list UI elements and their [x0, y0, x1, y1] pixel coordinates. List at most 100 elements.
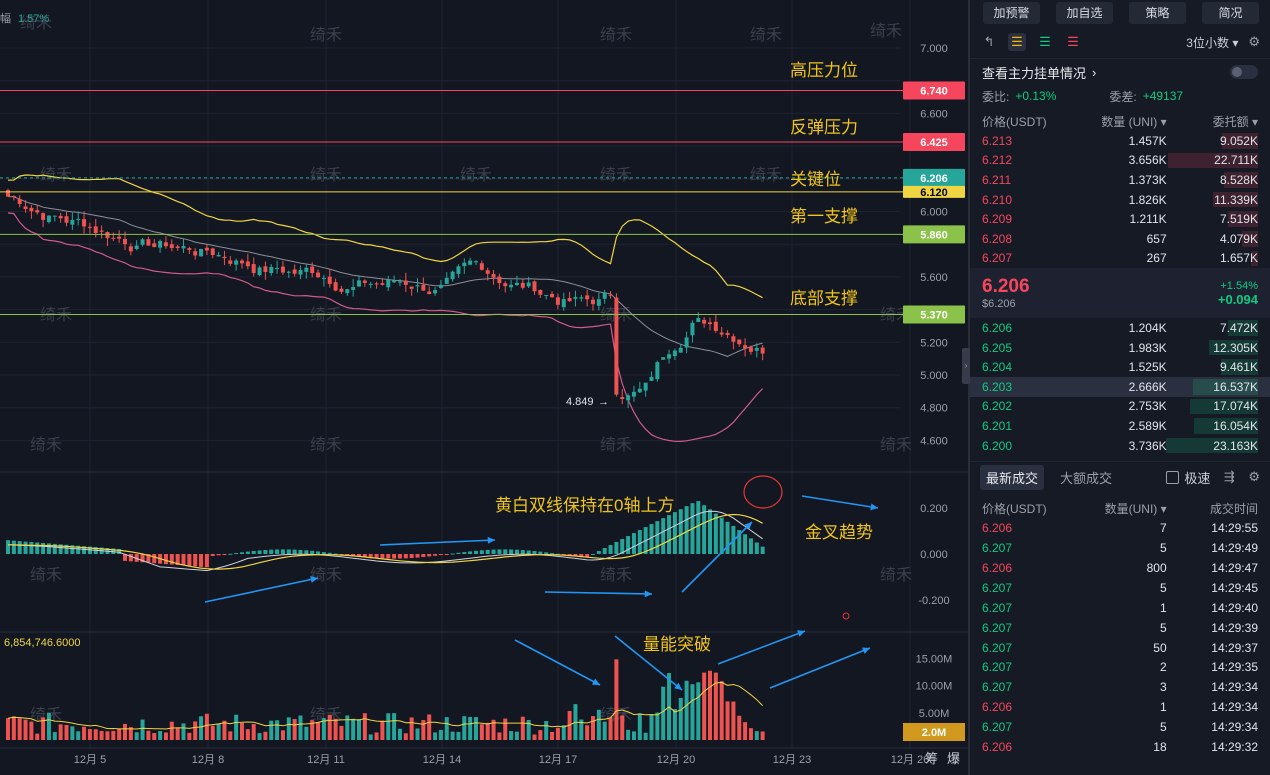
macd-histogram-bar: [684, 506, 689, 554]
candle-body: [23, 206, 28, 210]
bb-upper-line: [7, 174, 763, 299]
macd-histogram-bar: [6, 540, 10, 554]
bid-row[interactable]: 6.200 3.736K 23.163K: [970, 436, 1270, 456]
add-alert-button[interactable]: 加预警: [983, 2, 1040, 24]
undo-icon[interactable]: ↰: [983, 34, 995, 49]
total-header[interactable]: 委托额 ▾: [1212, 114, 1258, 129]
candle-body: [427, 291, 432, 295]
macd-histogram-bar: [41, 542, 46, 554]
strategy-button[interactable]: 策略: [1129, 2, 1186, 24]
trade-qty: 5: [1159, 620, 1167, 635]
filter-icon[interactable]: ⇶: [1223, 469, 1235, 485]
trade-qty: 5: [1159, 580, 1167, 595]
candle-body: [240, 260, 244, 264]
main-orders-row[interactable]: 查看主力挂单情况 ›: [970, 59, 1270, 85]
bid-list: 6.206 1.204K 7.472K 6.205 1.983K 12.305K 6.204…: [970, 318, 1270, 455]
candle-body: [292, 269, 297, 274]
volume-bar: [304, 726, 309, 740]
book-both-icon[interactable]: ☰: [1008, 33, 1026, 51]
ask-qty: 1.373K: [1128, 172, 1167, 187]
ratio-row: 委比: +0.13% 委差: +49137: [970, 85, 1270, 107]
candle-body: [29, 207, 34, 212]
tab-latest-trades[interactable]: 最新成交: [980, 464, 1045, 490]
qty-header[interactable]: 数量 (UNI) ▾: [1101, 114, 1167, 129]
depth-bar: [1228, 211, 1258, 227]
ask-qty: 657: [1146, 231, 1167, 246]
macd-histogram-bar: [631, 533, 636, 554]
macd-histogram-bar: [52, 543, 57, 554]
trend-arrow: [544, 591, 653, 595]
bid-row[interactable]: 6.204 1.525K 9.461K: [970, 357, 1270, 377]
ask-row[interactable]: 6.210 1.826K 11.339K: [970, 190, 1270, 210]
candle-body: [678, 347, 683, 353]
volume-bar: [134, 732, 139, 740]
ask-row[interactable]: 6.212 3.656K 22.711K: [970, 151, 1270, 171]
candle-body: [760, 347, 765, 354]
volume-bar: [760, 731, 765, 740]
bid-total: 9.461K: [1219, 360, 1258, 375]
volume-bar: [245, 729, 250, 740]
price-level-badge: [903, 185, 965, 198]
volume-bar: [70, 726, 75, 740]
collapse-handle[interactable]: ›: [962, 348, 970, 384]
fast-mode-checkbox[interactable]: 极速: [1166, 468, 1210, 487]
macd-histogram-bar: [713, 513, 718, 554]
ask-price: 6.207: [982, 251, 1013, 266]
volume-bar: [415, 728, 420, 740]
kline-chart-area[interactable]: 绮禾 绮禾 绮禾 绮禾 绮禾 绮禾 绮禾 绮禾 绮禾 绮禾 绮禾 绮禾 绮禾 绮禾 绮禾 绮禾 绮禾 绮禾 绮禾 绮禾…: [0, 0, 970, 775]
ask-row[interactable]: 6.209 1.211K 7.519K: [970, 209, 1270, 229]
macd-histogram-bar: [514, 549, 519, 554]
overview-button[interactable]: 简况: [1202, 2, 1259, 24]
macd-histogram-bar: [725, 521, 730, 554]
view-main-orders-label[interactable]: 查看主力挂单情况: [982, 65, 1087, 81]
bid-row[interactable]: 6.202 2.753K 17.074K: [970, 397, 1270, 417]
low-price-marker: 4.849: [566, 396, 594, 408]
macd-histogram-bar: [672, 512, 677, 554]
book-bids-icon[interactable]: ☰: [1039, 34, 1051, 49]
ask-row[interactable]: 6.213 1.457K 9.052K: [970, 131, 1270, 151]
trades-gear-icon[interactable]: ⚙: [1248, 469, 1260, 485]
depth-bar: [1192, 378, 1258, 395]
ask-row[interactable]: 6.207 267 1.657K: [970, 249, 1270, 269]
macd-histogram-bar: [532, 551, 537, 554]
panel-divider[interactable]: [968, 0, 970, 775]
bid-row[interactable]: 6.201 2.589K 16.054K: [970, 416, 1270, 436]
macd-histogram-bar: [210, 554, 215, 557]
candle-body: [169, 244, 174, 249]
gear-icon[interactable]: ⚙: [1248, 34, 1260, 49]
trade-time: 14:29:45: [1211, 580, 1258, 595]
price-level-value: 5.370: [920, 310, 948, 322]
volume-bar: [719, 681, 724, 740]
book-asks-icon[interactable]: ☰: [1067, 34, 1079, 49]
macd-histogram-bar: [403, 554, 408, 559]
ask-row[interactable]: 6.208 657 4.079K: [970, 229, 1270, 249]
trade-price: 6.207: [982, 660, 1013, 675]
trend-arrow: [204, 577, 319, 603]
trade-row: 6.207 5 14:29:49: [970, 538, 1270, 558]
main-orders-toggle[interactable]: [1230, 65, 1258, 79]
volume-bar: [678, 697, 683, 740]
add-watchlist-button[interactable]: 加自选: [1056, 2, 1113, 24]
price-axis-label: 6.000: [920, 207, 948, 219]
bid-row[interactable]: 6.205 1.983K 12.305K: [970, 338, 1270, 358]
volume-bar: [514, 731, 519, 740]
bid-row[interactable]: 6.203 2.666K 16.537K: [970, 376, 1270, 397]
bid-row[interactable]: 6.206 1.204K 7.472K: [970, 318, 1270, 338]
ask-qty: 3.656K: [1128, 153, 1167, 168]
candle-body: [696, 318, 701, 322]
date-axis-label: 12月 26: [891, 754, 930, 766]
tab-large-trades[interactable]: 大额成交: [1060, 470, 1113, 486]
trend-arrow: [681, 521, 753, 593]
macd-histogram-bar: [655, 521, 660, 554]
ask-row[interactable]: 6.211 1.373K 8.528K: [970, 170, 1270, 190]
bid-qty: 2.753K: [1128, 399, 1167, 414]
checkbox-box[interactable]: [1166, 470, 1180, 484]
volume-bar: [193, 721, 198, 740]
volume-bar: [17, 718, 22, 740]
decimals-select[interactable]: 3位小数 ▾: [1186, 35, 1239, 50]
candle-body: [64, 216, 69, 223]
candle-body: [538, 289, 543, 295]
orderbook-header: 价格(USDT) 数量 (UNI) ▾ 委托额 ▾: [970, 111, 1270, 131]
trade-qty-header[interactable]: 数量(UNI) ▾: [1104, 501, 1167, 516]
